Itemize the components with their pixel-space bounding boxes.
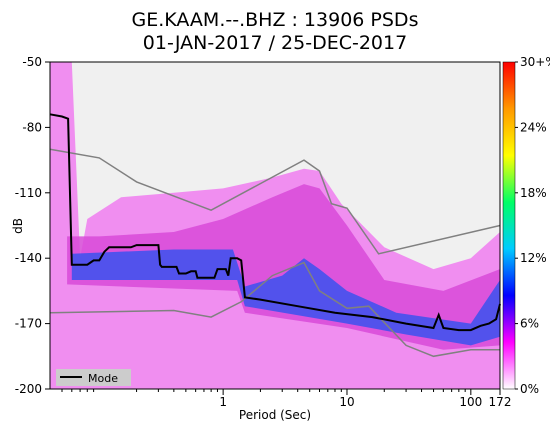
y-tick-label: -140 [15,251,42,265]
x-axis-label: Period (Sec) [239,408,311,422]
x-axis: 1 10 100 172 [61,389,512,409]
colorbar-tick-label: 12% [520,251,547,265]
x-tick-label: 10 [339,395,354,409]
chart-subtitle: 01-JAN-2017 / 25-DEC-2017 [143,32,407,54]
series-layer [49,113,501,358]
legend: Mode [56,369,131,386]
colorbar-tick-label: 18% [520,186,547,200]
chart-title: GE.KAAM.--.BHZ : 13906 PSDs [132,9,419,31]
y-tick-label: -50 [22,55,42,69]
reference-curve-2 [49,148,501,255]
colorbar-tick-label: 0% [520,382,539,396]
y-tick-label: -80 [22,120,42,134]
x-tick-label: 1 [219,395,227,409]
reference-curve-1 [49,261,500,358]
y-tick-label: -200 [15,382,42,396]
legend-box [56,369,131,386]
colorbar-tick-label: 30+% [520,55,550,69]
density-band-2 [67,184,500,350]
legend-label-mode: Mode [88,372,118,385]
series-mode [49,113,501,332]
y-tick-label: -170 [15,317,42,331]
x-tick-label: 172 [489,395,512,409]
colorbar-axis: 30+% 24% 18% 12% 6% 0% [515,55,550,396]
plot-frame [49,61,501,390]
y-tick-label: -110 [15,186,42,200]
y-axis: -50 -80 -110 -140 -170 -200 [15,55,50,396]
colorbar [502,61,516,390]
x-tick-label: 100 [459,395,482,409]
colorbar-tick-label: 6% [520,317,539,331]
y-axis-label: dB [11,218,25,234]
colorbar-tick-label: 24% [520,120,547,134]
